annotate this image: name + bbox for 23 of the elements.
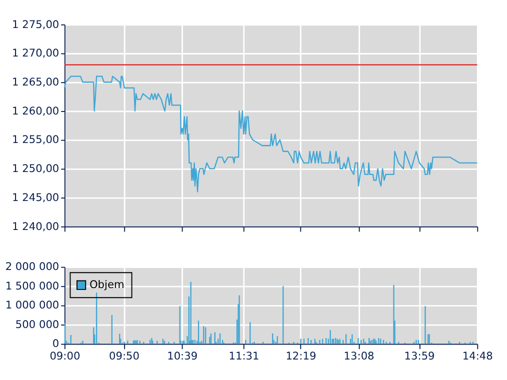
x-tick-label: 11:31 — [228, 350, 260, 363]
x-tick-label: 13:08 — [344, 350, 374, 363]
x-tick-label: 10:39 — [167, 350, 198, 363]
x-tick-label: 14:48 — [462, 350, 493, 363]
y-tick-label: 1 000 000 — [5, 300, 60, 312]
legend-label: Objem — [89, 278, 124, 291]
y-tick-label: 1 240,00 — [12, 220, 60, 233]
y-tick-label: 1 270,00 — [12, 48, 60, 60]
y-tick-label: 1 255,00 — [12, 134, 60, 146]
y-tick-label: 1 500 000 — [5, 280, 60, 292]
x-tick-label: 09:50 — [108, 350, 140, 363]
y-tick-label: 1 260,00 — [12, 105, 60, 118]
y-tick-label: 0 — [52, 338, 60, 350]
y-tick-label: 1 250,00 — [12, 163, 60, 176]
x-tick-label: 13:59 — [404, 350, 435, 363]
y-tick-label: 1 265,00 — [12, 76, 60, 88]
y-tick-label: 500 000 — [15, 318, 60, 331]
y-tick-label: 1 275,00 — [12, 18, 60, 31]
x-tick-label: 09:00 — [50, 350, 80, 363]
line-series — [64, 76, 478, 192]
y-tick-label: 2 000 000 — [5, 261, 60, 274]
x-tick-label: 12:19 — [286, 350, 316, 363]
y-tick-label: 1 245,00 — [12, 192, 60, 204]
